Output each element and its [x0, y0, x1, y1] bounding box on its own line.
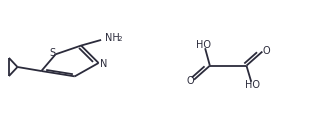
Text: O: O — [262, 46, 270, 55]
Text: 2: 2 — [117, 36, 122, 42]
Text: HO: HO — [245, 80, 260, 90]
Text: HO: HO — [196, 40, 211, 50]
Text: O: O — [186, 76, 194, 86]
Text: NH: NH — [105, 33, 120, 42]
Text: N: N — [100, 59, 107, 69]
Text: S: S — [49, 48, 56, 58]
